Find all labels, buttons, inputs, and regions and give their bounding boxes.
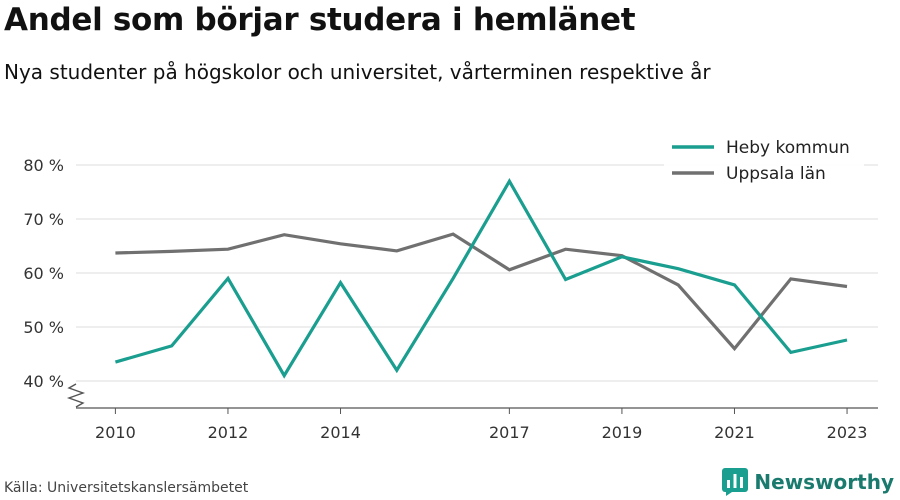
y-tick-label: 60 % bbox=[23, 264, 64, 283]
source-note: Källa: Universitetskanslersämbetet bbox=[4, 480, 249, 496]
newsworthy-logo[interactable]: Newsworthy bbox=[722, 468, 894, 496]
bar-chart-icon bbox=[722, 468, 749, 496]
y-tick-label: 50 % bbox=[23, 318, 64, 337]
y-tick-label: 70 % bbox=[23, 210, 64, 229]
series-line-heby-kommun bbox=[114, 177, 848, 379]
series-line-uppsala-län bbox=[115, 232, 848, 352]
line-chart: 40 % 50 % 60 % 70 % 80 % 2010 2012 2014 2017 2019… bbox=[23, 128, 878, 442]
x-tick-label: 2010 bbox=[95, 423, 136, 442]
legend-background bbox=[664, 128, 864, 190]
chart-title: Andel som börjar studera i hemlänet bbox=[4, 2, 636, 38]
y-tick-label: 80 % bbox=[23, 156, 64, 175]
x-tick-label: 2023 bbox=[827, 423, 868, 442]
x-tick-label: 2021 bbox=[714, 423, 755, 442]
legend-label: Heby kommun bbox=[726, 138, 850, 158]
legend-label: Uppsala län bbox=[726, 164, 826, 184]
x-tick-label: 2017 bbox=[489, 423, 530, 442]
legend: Heby kommun Uppsala län bbox=[664, 128, 864, 190]
x-tick-label: 2014 bbox=[320, 423, 361, 442]
x-tick-label: 2012 bbox=[208, 423, 249, 442]
chart-subtitle: Nya studenter på högskolor och universit… bbox=[4, 60, 711, 84]
brand-name: Newsworthy bbox=[754, 470, 894, 494]
x-tick-label: 2019 bbox=[602, 423, 643, 442]
axis-break-icon bbox=[66, 383, 86, 408]
y-tick-label: 40 % bbox=[23, 372, 64, 391]
